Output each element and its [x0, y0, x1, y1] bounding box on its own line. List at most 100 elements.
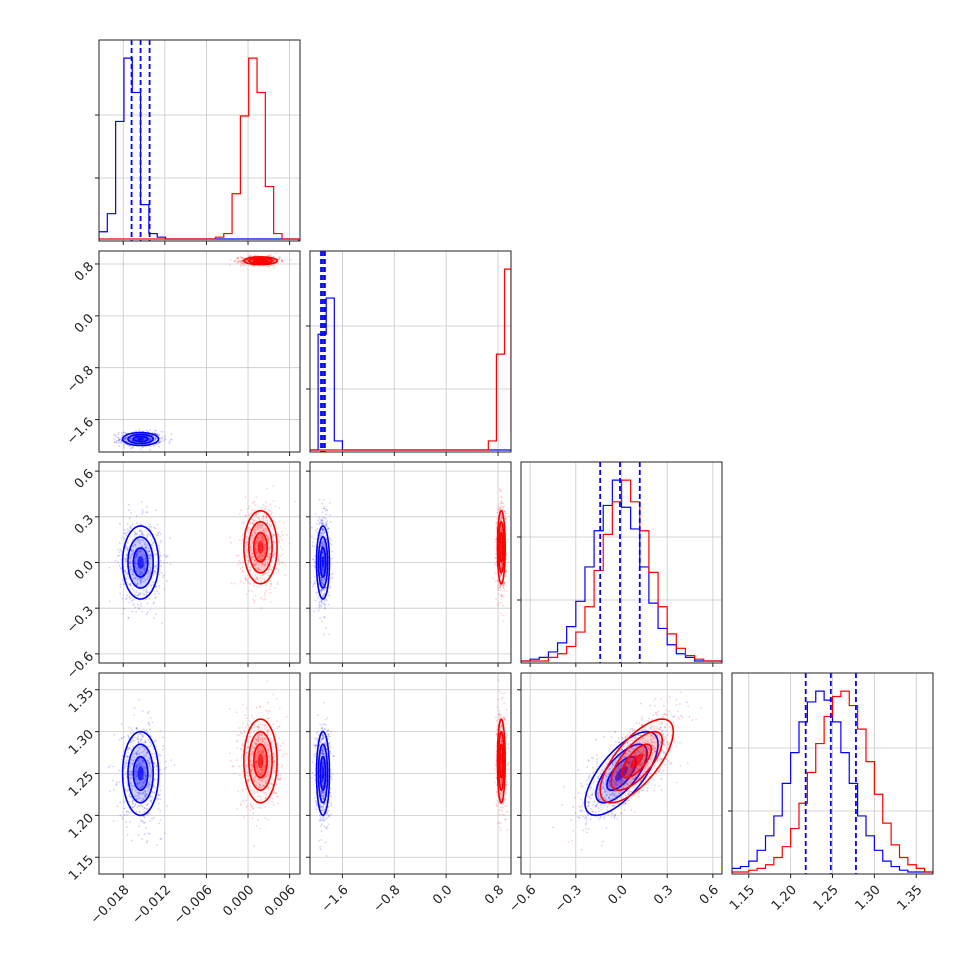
scatter-point: [127, 735, 129, 737]
y-tick-label-p3: −0.6: [64, 649, 97, 682]
scatter-point: [122, 579, 124, 581]
scatter-point: [239, 562, 241, 564]
scatter-point: [495, 598, 497, 600]
scatter-point: [245, 576, 247, 578]
scatter-point: [133, 599, 135, 601]
scatter-point: [319, 521, 321, 523]
scatter-point: [169, 442, 171, 444]
scatter-point: [137, 607, 139, 609]
scatter-point: [278, 258, 280, 260]
scatter-point: [162, 431, 164, 433]
scatter-point: [120, 567, 122, 569]
scatter-point: [117, 549, 119, 551]
scatter-point: [158, 547, 160, 549]
scatter-point: [166, 805, 168, 807]
scatter-point: [162, 749, 164, 751]
scatter-point: [131, 840, 133, 842]
scatter-point: [153, 617, 155, 619]
scatter-point: [502, 502, 504, 504]
scatter-point: [160, 440, 162, 442]
scatter-point: [324, 608, 326, 610]
scatter-point: [253, 509, 255, 511]
scatter-point: [118, 770, 120, 772]
scatter-point: [117, 561, 119, 563]
scatter-point: [164, 435, 166, 437]
scatter-point: [153, 817, 155, 819]
scatter-point: [140, 605, 142, 607]
scatter-point: [149, 449, 151, 451]
scatter-point: [317, 520, 319, 522]
scatter-point: [506, 541, 508, 543]
scatter-point: [329, 514, 331, 516]
scatter-point: [321, 503, 323, 505]
scatter-point: [145, 827, 147, 829]
scatter-point: [253, 812, 255, 814]
scatter-point: [311, 527, 313, 529]
scatter-point: [319, 617, 321, 619]
scatter-point: [160, 560, 162, 562]
scatter-point: [128, 811, 130, 813]
scatter-point: [499, 488, 501, 490]
scatter-point: [321, 600, 323, 602]
scatter-point: [117, 434, 119, 436]
scatter-point: [127, 531, 129, 533]
scatter-point: [134, 707, 136, 709]
scatter-point: [495, 557, 497, 559]
scatter-point: [264, 592, 266, 594]
scatter-point: [329, 586, 331, 588]
scatter-point: [158, 754, 160, 756]
scatter-point: [275, 252, 277, 254]
scatter-point: [240, 256, 242, 258]
scatter-point: [505, 570, 507, 572]
scatter-point: [314, 562, 316, 564]
scatter-point: [494, 563, 496, 565]
scatter-point: [113, 789, 115, 791]
scatter-point: [118, 555, 120, 557]
scatter-point: [312, 585, 314, 587]
scatter-point: [266, 590, 268, 592]
scatter-point: [280, 555, 282, 557]
scatter-point: [116, 782, 118, 784]
scatter-point: [140, 448, 142, 450]
scatter-point: [265, 501, 267, 503]
scatter-point: [256, 825, 258, 827]
scatter-point: [235, 555, 237, 557]
scatter-point: [251, 509, 253, 511]
scatter-point: [282, 260, 284, 262]
scatter-point: [147, 833, 149, 835]
scatter-point: [161, 572, 163, 574]
scatter-point: [251, 590, 253, 592]
scatter-point: [321, 620, 323, 622]
scatter-point: [131, 729, 133, 731]
scatter-point: [123, 432, 125, 434]
scatter-point: [125, 821, 127, 823]
scatter-point: [119, 739, 121, 741]
scatter-point: [323, 508, 325, 510]
scatter-point: [151, 721, 153, 723]
scatter-point: [242, 257, 244, 259]
scatter-point: [237, 555, 239, 557]
scatter-point: [266, 680, 268, 682]
scatter-point: [109, 567, 111, 569]
scatter-point: [242, 571, 244, 573]
scatter-point: [129, 517, 131, 519]
scatter-point: [130, 526, 132, 528]
scatter-point: [122, 598, 124, 600]
y-tick-label-p2: 0.8: [72, 259, 97, 284]
scatter-point: [155, 509, 157, 511]
scatter-point: [283, 522, 285, 524]
scatter-point: [325, 508, 327, 510]
scatter-point: [497, 505, 499, 507]
scatter-point: [275, 521, 277, 523]
scatter-point: [118, 432, 120, 434]
scatter-point: [319, 604, 321, 606]
panel-p3-p1: −0.6−0.30.00.30.6: [64, 462, 300, 682]
scatter-point: [153, 445, 155, 447]
scatter-point: [286, 534, 288, 536]
scatter-point: [162, 576, 164, 578]
scatter-point: [160, 838, 162, 840]
scatter-point: [125, 535, 127, 537]
scatter-point: [170, 759, 172, 761]
y-tick-label-p3: −0.3: [64, 604, 97, 637]
